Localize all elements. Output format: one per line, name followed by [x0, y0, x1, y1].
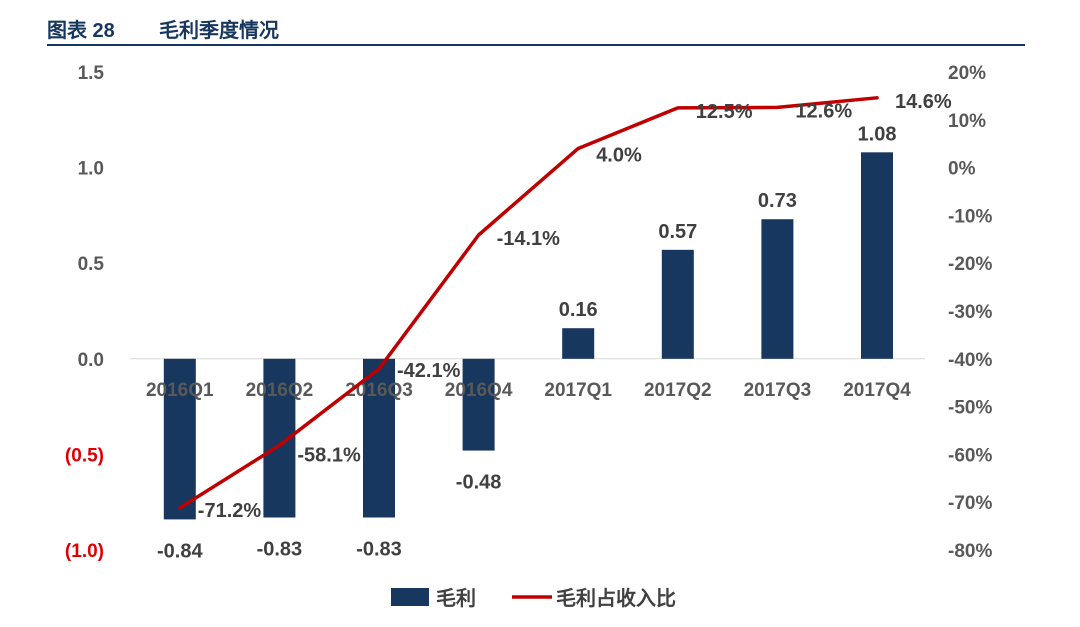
bar-gross-profit	[861, 152, 893, 359]
bar-gross-profit	[462, 358, 495, 451]
figure-header: 图表 28 毛利季度情况	[47, 8, 1025, 46]
left-axis-tick-label: (1.0)	[65, 541, 104, 562]
category-label: 2016Q1	[146, 380, 214, 401]
right-axis-tick-label: -80%	[948, 541, 992, 562]
figure-title: 毛利季度情况	[159, 20, 279, 42]
bar-value-label: -0.48	[456, 472, 502, 494]
category-label: 2016Q2	[246, 380, 314, 401]
figure-number: 图表 28	[47, 20, 115, 42]
right-axis-tick-label: -50%	[948, 398, 992, 419]
bar-value-label: -0.84	[157, 540, 203, 562]
line-value-label: -42.1%	[397, 360, 461, 382]
category-label: 2017Q3	[744, 380, 812, 401]
left-axis-tick-label: (0.5)	[65, 445, 104, 466]
right-axis-tick-label: 0%	[948, 159, 976, 180]
bar-gross-profit	[562, 328, 595, 359]
legend-bar-swatch	[391, 588, 429, 606]
bar-value-label: -0.83	[356, 538, 402, 560]
right-axis-tick-label: -40%	[948, 350, 992, 371]
bar-gross-profit	[661, 249, 694, 359]
category-label: 2017Q4	[843, 380, 911, 401]
right-axis-tick-label: -30%	[948, 302, 992, 323]
left-axis-tick-label: 1.5	[78, 63, 105, 84]
right-axis-tick-label: 10%	[948, 111, 986, 132]
left-axis-tick-label: 0.5	[78, 254, 105, 275]
line-value-label: -14.1%	[497, 228, 561, 250]
category-label: 2016Q4	[445, 380, 513, 401]
line-value-label: -58.1%	[297, 444, 361, 466]
legend-line-label: 毛利占收入比	[556, 586, 676, 610]
line-gross-margin	[178, 96, 879, 510]
left-axis-tick-label: 1.0	[78, 159, 104, 180]
bar-value-label: -0.83	[257, 538, 303, 560]
right-axis-tick-label: 20%	[948, 63, 986, 84]
bar-value-label: 0.73	[758, 190, 797, 212]
line-value-label: -71.2%	[198, 500, 262, 522]
legend-bar-label: 毛利	[436, 587, 476, 610]
category-label: 2017Q1	[544, 380, 612, 401]
right-axis-tick-label: -20%	[948, 254, 992, 275]
bar-value-label: 1.08	[858, 123, 897, 145]
line-value-label: 12.5%	[696, 101, 753, 123]
line-value-label: 4.0%	[596, 144, 642, 166]
bar-value-label: 0.16	[559, 299, 598, 321]
right-axis-tick-label: -60%	[948, 445, 992, 466]
line-value-label: 14.6%	[895, 91, 952, 113]
bar-value-label: 0.57	[658, 221, 697, 243]
bar-gross-profit	[363, 358, 395, 518]
right-axis-tick-label: -10%	[948, 206, 992, 227]
category-label: 2016Q3	[345, 380, 413, 401]
line-value-label: 12.6%	[795, 100, 852, 122]
right-axis-tick-label: -70%	[948, 493, 992, 514]
left-axis-tick-label: 0.0	[78, 350, 104, 371]
bar-gross-profit	[761, 219, 794, 359]
bar-gross-profit	[163, 358, 196, 520]
category-label: 2017Q2	[644, 380, 712, 401]
